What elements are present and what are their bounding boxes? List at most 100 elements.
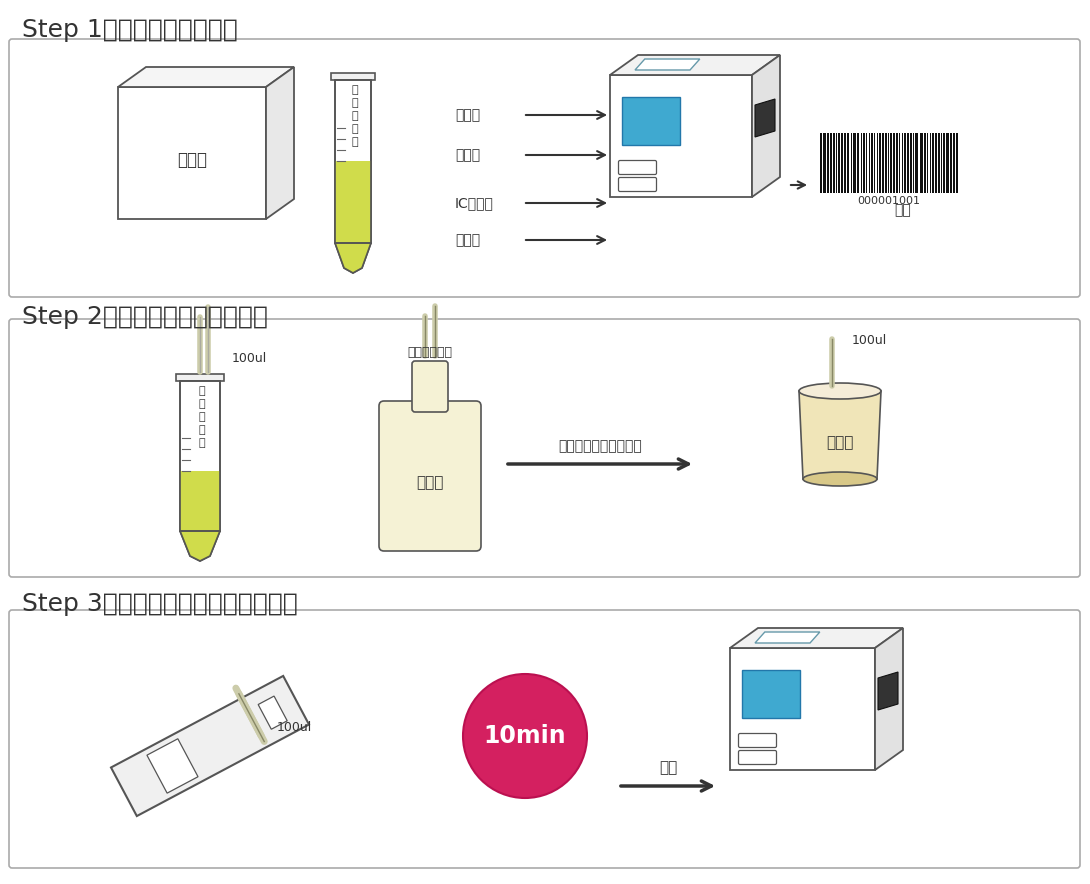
Polygon shape — [879, 672, 898, 710]
Polygon shape — [175, 374, 225, 381]
Bar — [863, 133, 864, 193]
Text: 液: 液 — [198, 438, 205, 448]
Bar — [820, 133, 822, 193]
FancyBboxPatch shape — [9, 319, 1080, 577]
Bar — [841, 133, 843, 193]
Polygon shape — [180, 531, 220, 561]
Bar — [622, 97, 680, 145]
Bar — [853, 133, 856, 193]
Bar — [938, 133, 940, 193]
Bar — [950, 133, 952, 193]
Polygon shape — [635, 59, 700, 70]
FancyBboxPatch shape — [739, 734, 776, 748]
FancyBboxPatch shape — [618, 178, 656, 192]
Bar — [932, 133, 934, 193]
Text: 取: 取 — [352, 124, 359, 134]
Bar — [869, 133, 870, 193]
Circle shape — [463, 674, 588, 798]
Bar — [857, 133, 859, 193]
Text: 提: 提 — [352, 111, 359, 121]
FancyBboxPatch shape — [9, 39, 1080, 297]
Bar — [879, 133, 881, 193]
FancyBboxPatch shape — [618, 161, 656, 174]
Text: Step 3：加样，读数，打印检测报告: Step 3：加样，读数，打印检测报告 — [22, 592, 298, 616]
FancyBboxPatch shape — [739, 751, 776, 765]
Bar — [923, 133, 925, 193]
Text: 样品杯: 样品杯 — [826, 436, 853, 451]
Bar — [953, 133, 955, 193]
Polygon shape — [118, 67, 294, 87]
Bar — [838, 133, 839, 193]
Text: 100ul: 100ul — [852, 334, 887, 347]
Text: 000001001: 000001001 — [858, 196, 920, 206]
Text: IC卡插口: IC卡插口 — [455, 196, 494, 210]
Bar — [829, 133, 832, 193]
Ellipse shape — [799, 383, 881, 399]
Bar — [943, 133, 945, 193]
Bar — [827, 133, 829, 193]
FancyBboxPatch shape — [412, 361, 448, 412]
Bar — [833, 133, 835, 193]
Text: Step 1：回温、开机、扫码: Step 1：回温、开机、扫码 — [22, 18, 238, 42]
Text: 试剂盒: 试剂盒 — [177, 151, 207, 169]
Polygon shape — [335, 80, 371, 243]
Polygon shape — [335, 243, 371, 273]
Bar — [941, 133, 942, 193]
Text: 加入样品杯，吸打混匀: 加入样品杯，吸打混匀 — [558, 439, 642, 453]
Text: 插卡口: 插卡口 — [455, 233, 480, 247]
Bar — [887, 133, 889, 193]
Text: 测: 测 — [352, 98, 359, 108]
Polygon shape — [258, 696, 287, 729]
Bar — [836, 133, 837, 193]
Bar — [956, 133, 957, 193]
Text: 扫码: 扫码 — [894, 203, 911, 217]
Polygon shape — [335, 243, 371, 273]
Bar — [901, 133, 903, 193]
Polygon shape — [118, 87, 266, 219]
Polygon shape — [147, 739, 198, 793]
Polygon shape — [266, 67, 294, 219]
Text: 体积见说明书: 体积见说明书 — [408, 346, 452, 359]
Bar — [910, 133, 911, 193]
Bar — [912, 133, 915, 193]
Text: 稀释液: 稀释液 — [416, 476, 444, 491]
Bar — [823, 133, 826, 193]
Polygon shape — [180, 471, 220, 531]
Text: 100ul: 100ul — [232, 352, 267, 364]
Bar — [915, 133, 918, 193]
Polygon shape — [111, 676, 308, 816]
Polygon shape — [610, 55, 780, 75]
Bar — [898, 133, 900, 193]
Polygon shape — [875, 628, 903, 770]
Polygon shape — [331, 73, 375, 80]
Bar — [930, 133, 931, 193]
Text: 读数: 读数 — [658, 760, 677, 775]
Polygon shape — [180, 381, 220, 531]
Bar — [742, 670, 800, 718]
Ellipse shape — [803, 472, 877, 486]
Bar — [926, 133, 928, 193]
Text: 10min: 10min — [484, 724, 567, 748]
Bar — [876, 133, 879, 193]
Text: 测: 测 — [198, 399, 205, 409]
Bar — [935, 133, 936, 193]
Bar — [946, 133, 949, 193]
Bar — [907, 133, 908, 193]
Bar — [904, 133, 906, 193]
Bar — [850, 133, 852, 193]
Polygon shape — [610, 75, 752, 197]
Text: 待: 待 — [352, 85, 359, 95]
Bar — [865, 133, 867, 193]
FancyBboxPatch shape — [9, 610, 1080, 868]
Text: 待: 待 — [198, 386, 205, 396]
Bar — [882, 133, 884, 193]
Text: Step 2：取样、加稀释液，混匀: Step 2：取样、加稀释液，混匀 — [22, 305, 268, 329]
Bar — [873, 133, 875, 193]
Bar — [891, 133, 892, 193]
Polygon shape — [799, 391, 881, 479]
FancyBboxPatch shape — [379, 401, 481, 551]
Bar — [871, 133, 872, 193]
Bar — [847, 133, 849, 193]
Polygon shape — [730, 648, 875, 770]
Polygon shape — [755, 99, 775, 137]
